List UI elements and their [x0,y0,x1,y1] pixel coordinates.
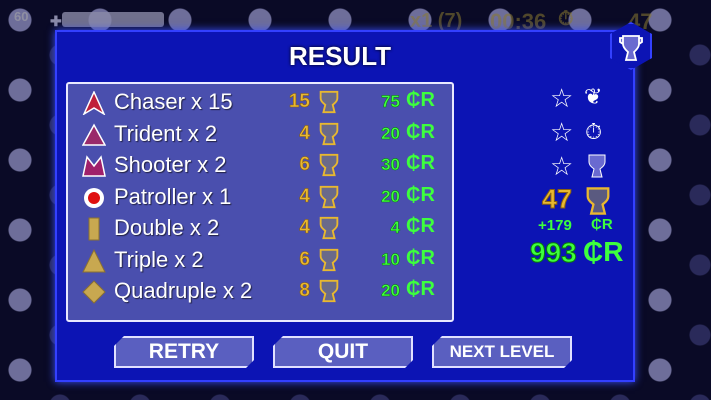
trophy-icon [319,185,339,208]
credit-count: 75 [381,92,400,112]
trophy-icon [619,35,643,61]
list-item: Chaser x 15 15 75 ₵R [68,87,452,117]
star-time-icon: ☆ [550,117,574,147]
trophy-count: 4 [299,185,310,207]
credit-count: 4 [390,218,400,238]
credit-icon: ₵R [406,183,435,206]
enemy-name: Trident x 2 [114,120,218,146]
trophy-count: 4 [299,217,310,239]
enemy-name: Shooter x 2 [114,152,227,177]
retry-button[interactable]: RETRY [114,336,254,368]
enemy-name: Patroller x 1 [114,183,232,209]
patroller-mine-icon [84,187,104,208]
list-item: Trident x 2 4 20 ₵R [68,119,452,149]
score-multiplier: x1 (7) [410,10,463,32]
trophy-icon [319,248,339,271]
trophy-count: 15 [288,91,311,113]
credit-icon: ₵R [406,152,435,174]
next-level-button[interactable]: NEXT LEVEL [432,336,572,368]
level-timer: 00:36 [490,9,547,34]
credit-count: 30 [381,155,400,175]
credit-icon: ₵R [406,278,435,300]
trophy-icon [319,216,339,240]
quit-button[interactable]: QUIT [273,336,413,368]
double-bonus-icon [88,217,100,241]
trophy-icon [319,153,339,177]
star-trophy-icon: ☆ [550,151,574,181]
health-icon: ✚ [50,13,62,29]
stopwatch-icon: ⏱ [558,8,574,30]
trophy-count: 8 [299,280,310,302]
trophy-icon [319,122,339,145]
credit-count: 20 [381,123,400,143]
stopwatch-icon: ⏱ [585,119,603,144]
list-item: Patroller x 1 4 20 ₵R [68,182,452,212]
list-item: Double x 2 4 4 ₵R [68,213,452,243]
credits-total: 993 [530,237,578,269]
credit-icon: ₵R [406,120,435,143]
credit-icon: ₵R [406,215,435,237]
list-item: Triple x 2 6 10 ₵R [68,245,452,275]
trophy-icon [586,187,610,215]
trophy-count: 6 [299,154,310,176]
trophy-badge [610,22,652,70]
credits-gained: +179 [538,217,572,234]
credit-count: 10 [381,249,400,269]
page-title: RESULT [288,41,392,71]
star-laurel-icon: ☆ [550,83,574,113]
quadruple-bonus-icon [82,280,106,304]
laurel-icon: ❦ [584,84,603,109]
enemy-name: Chaser x 15 [114,89,233,114]
kill-list: Chaser x 15 15 75 ₵R Trident x 2 4 20 ₵R… [66,82,454,322]
enemy-name: Double x 2 [114,215,220,240]
list-item: Quadruple x 2 8 20 ₵R [68,276,452,306]
trophy-icon [319,279,339,303]
triple-bonus-icon [82,248,106,272]
chaser-ship-icon [82,91,106,115]
credit-icon: ₵R [406,89,435,111]
enemy-name: Quadruple x 2 [114,278,253,303]
credit-count: 20 [381,281,400,301]
total-trophies: 47 [541,184,573,215]
fps-counter: 60 [14,9,29,24]
trophy-icon [588,154,606,178]
trophy-count: 4 [299,122,310,144]
shooter-ship-icon [82,155,106,177]
enemy-name: Triple x 2 [114,246,204,272]
list-item: Shooter x 2 6 30 ₵R [68,150,452,180]
trophy-icon [319,90,339,114]
credit-icon: ₵R [591,216,613,233]
credit-icon: ₵R [406,246,435,269]
credit-icon: ₵R [583,236,624,267]
trident-ship-icon [82,122,106,146]
health-bar [62,12,164,27]
credit-count: 20 [381,186,400,206]
trophy-count: 6 [299,248,310,270]
